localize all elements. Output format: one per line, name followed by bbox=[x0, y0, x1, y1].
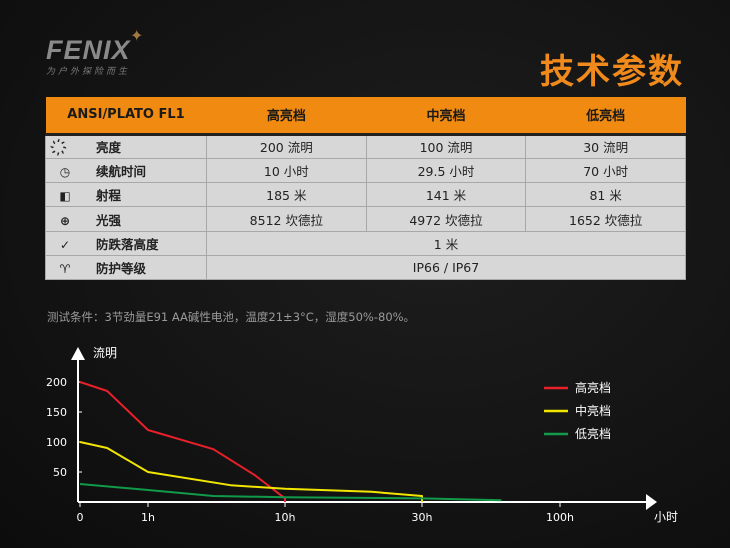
fenix-logo: ✦ FENIX 为户外探险而生 bbox=[46, 26, 144, 77]
table-row: ҉ 亮度 200 流明 100 流明 30 流明 bbox=[45, 133, 686, 159]
spec-table: ANSI/PLATO FL1 高亮档 中亮档 低亮档 ҉ 亮度 200 流明 100 … bbox=[45, 97, 686, 281]
series-line-0 bbox=[79, 381, 286, 502]
cell-value: 100 流明 bbox=[365, 133, 527, 159]
cell-value: 1 米 bbox=[206, 230, 686, 256]
x-tick-label: 10h bbox=[275, 511, 296, 524]
y-tick-label: 150 bbox=[46, 406, 67, 419]
y-tick-label: 50 bbox=[53, 466, 67, 479]
series-line-2 bbox=[79, 483, 502, 502]
x-axis-label: 小时 bbox=[654, 510, 678, 524]
cell-value: 8512 坎德拉 bbox=[206, 206, 367, 232]
impact-resistance-icon: ✓ bbox=[59, 237, 71, 252]
legend-label: 中亮档 bbox=[575, 403, 611, 418]
x-tick-label: 30h bbox=[412, 511, 433, 524]
cell-value: 185 米 bbox=[206, 182, 367, 208]
cell-value: 141 米 bbox=[365, 182, 527, 208]
row-label: ♈ 防护等级 bbox=[45, 254, 207, 281]
intensity-target-icon: ⊕ bbox=[59, 213, 71, 228]
row-label: ⊕ 光强 bbox=[45, 206, 207, 232]
legend-label: 低亮档 bbox=[575, 426, 611, 441]
table-row: ◷ 续航时间 10 小时 29.5 小时 70 小时 bbox=[45, 157, 686, 184]
x-tick-label: 100h bbox=[546, 511, 574, 524]
x-axis-arrow bbox=[646, 494, 657, 510]
y-axis-label: 流明 bbox=[93, 346, 117, 360]
cell-value: 4972 坎德拉 bbox=[365, 206, 527, 232]
cell-value: IP66 / IP67 bbox=[206, 254, 686, 281]
cell-value: 29.5 小时 bbox=[365, 157, 527, 184]
waterproof-icon: ♈ bbox=[59, 262, 71, 277]
cell-value: 70 小时 bbox=[525, 157, 686, 184]
row-label: ҉ 亮度 bbox=[45, 133, 207, 159]
y-tick-label: 200 bbox=[46, 376, 67, 389]
row-label: ◧ 射程 bbox=[45, 182, 207, 208]
brightness-icon: ҉ bbox=[62, 141, 68, 156]
cell-value: 10 小时 bbox=[206, 157, 367, 184]
cell-value: 200 流明 bbox=[206, 133, 367, 159]
header-mid: 中亮档 bbox=[366, 97, 526, 136]
legend-label: 高亮档 bbox=[575, 380, 611, 395]
table-row: ◧ 射程 185 米 141 米 81 米 bbox=[45, 182, 686, 208]
table-row: ♈ 防护等级 IP66 / IP67 bbox=[45, 254, 686, 281]
row-label: ◷ 续航时间 bbox=[45, 157, 207, 184]
header-high: 高亮档 bbox=[206, 97, 367, 136]
header-standard: ANSI/PLATO FL1 bbox=[45, 97, 207, 136]
y-tick-label: 100 bbox=[46, 436, 67, 449]
page-title: 技术参数 bbox=[540, 52, 684, 92]
star-icon: ✦ bbox=[130, 26, 144, 45]
y-axis-arrow bbox=[71, 347, 85, 360]
clock-icon: ◷ bbox=[59, 164, 71, 179]
header-low: 低亮档 bbox=[525, 97, 686, 136]
test-conditions: 测试条件：3节劲量E91 AA碱性电池，温度21±3°C，湿度50%-80%。 bbox=[47, 310, 416, 324]
x-tick-label: 1h bbox=[141, 511, 155, 524]
cell-value: 81 米 bbox=[525, 182, 686, 208]
beam-distance-icon: ◧ bbox=[59, 189, 71, 204]
series-line-1 bbox=[79, 441, 423, 502]
table-row: ⊕ 光强 8512 坎德拉 4972 坎德拉 1652 坎德拉 bbox=[45, 206, 686, 232]
table-row: ✓ 防跌落高度 1 米 bbox=[45, 230, 686, 256]
x-tick-label: 0 bbox=[77, 511, 84, 524]
row-label: ✓ 防跌落高度 bbox=[45, 230, 207, 256]
